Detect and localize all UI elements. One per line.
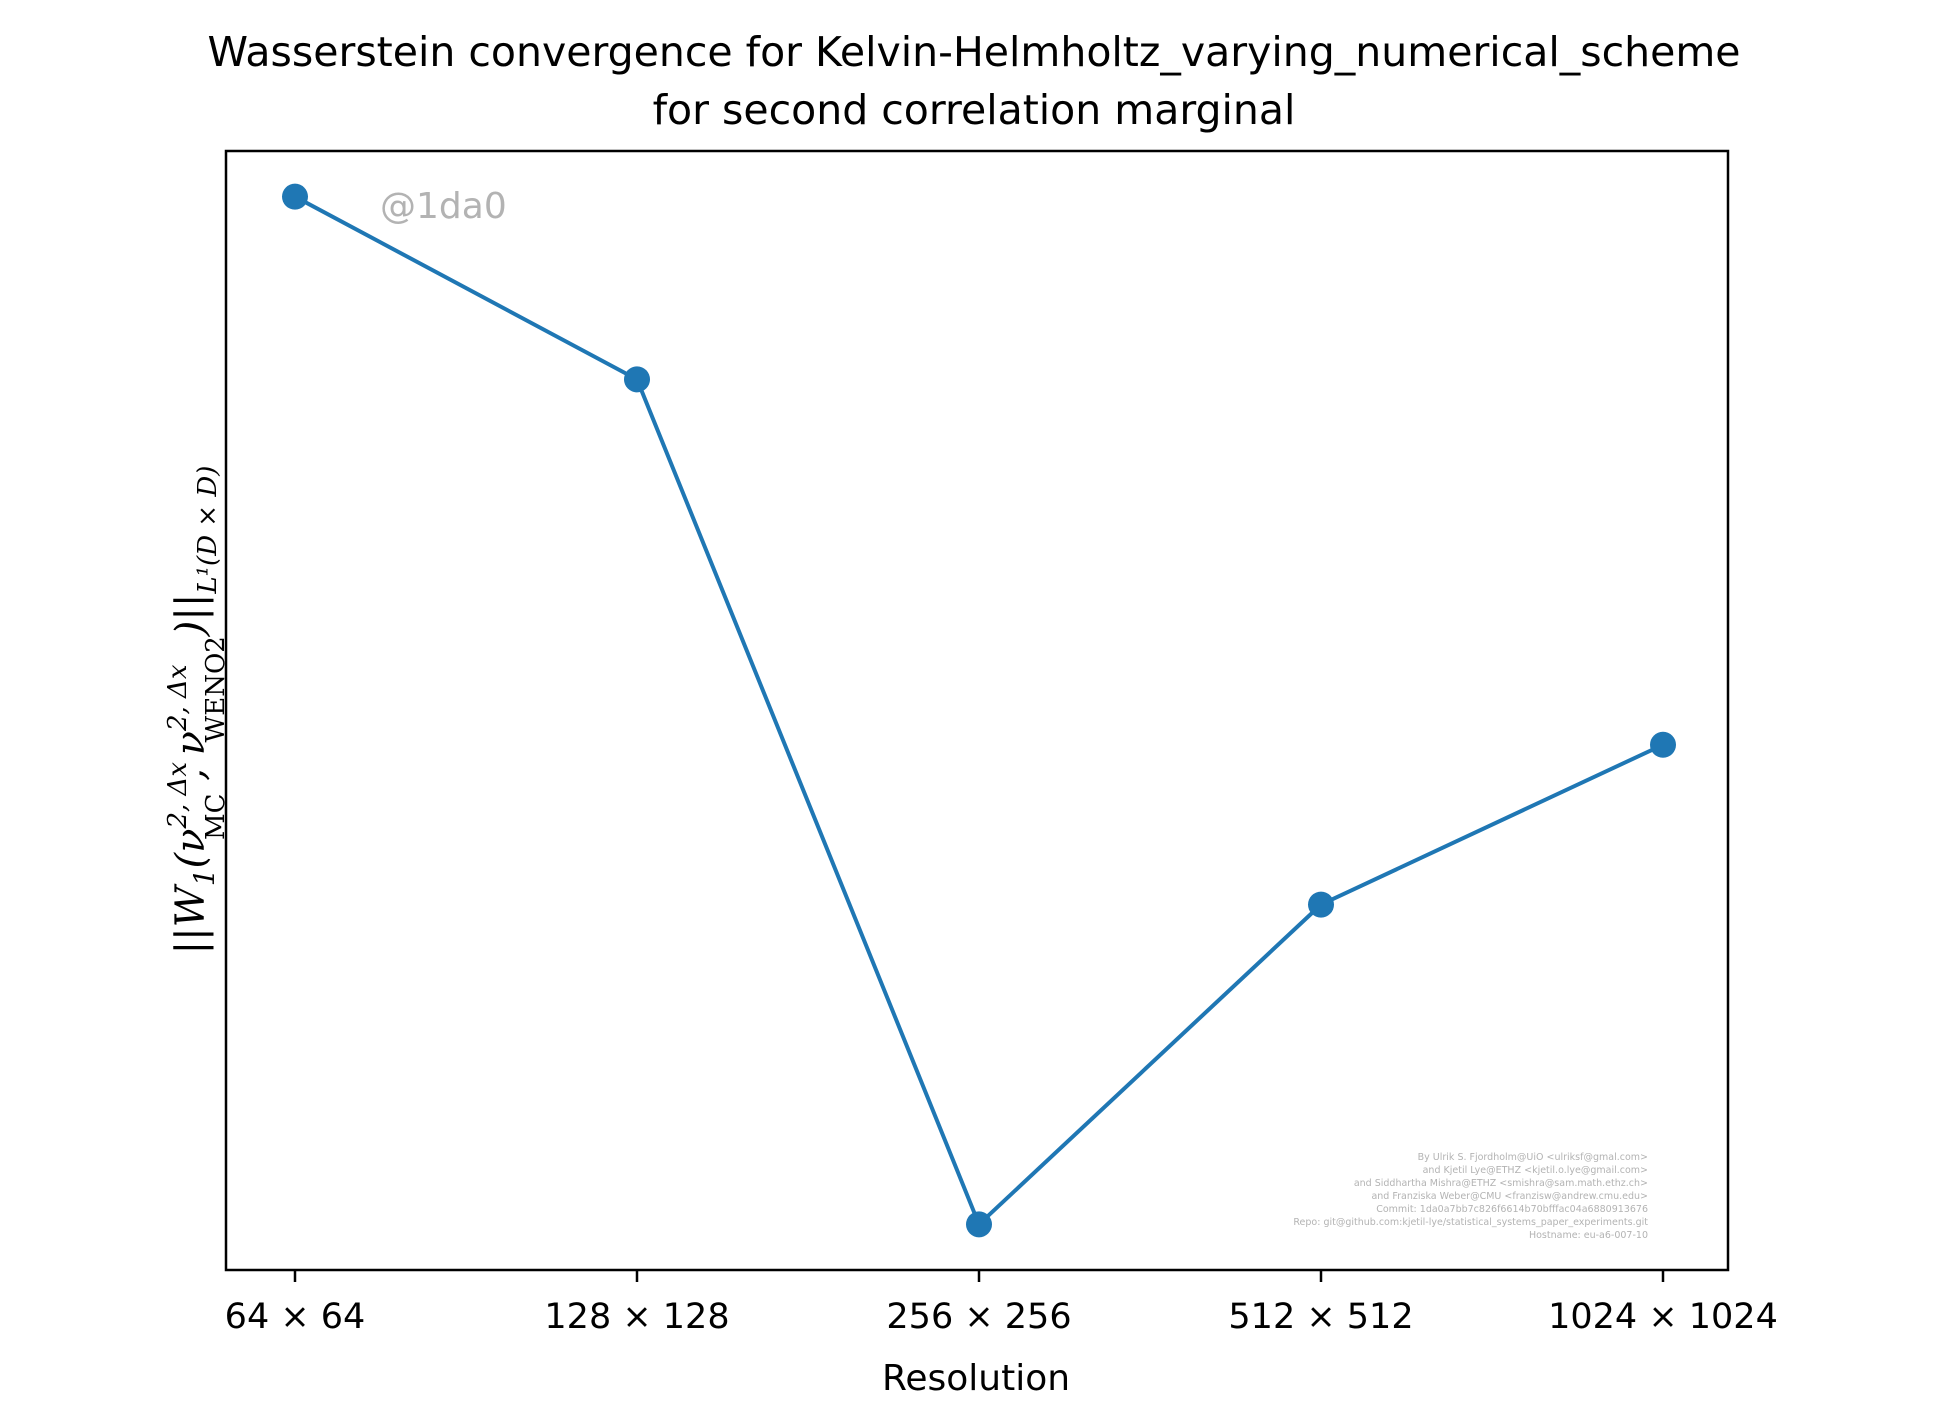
x-axis-ticks: 64 × 64 128 × 128 256 × 256 512 × 512 1024 ×… — [225, 1270, 1778, 1337]
chart-title-line-2: for second correlation marginal — [653, 86, 1296, 134]
x-tick-label: 256 × 256 — [886, 1297, 1071, 1337]
data-point — [966, 1211, 992, 1238]
data-point — [282, 183, 308, 210]
series-points — [282, 183, 1676, 1238]
credit-line: Hostname: eu-a6-007-10 — [1529, 1230, 1648, 1241]
chart-title-line-1: Wasserstein convergence for Kelvin-Helmh… — [207, 28, 1740, 76]
credit-line: Commit: 1da0a7bb7c826f6614b70bfffac04a68… — [1376, 1204, 1648, 1215]
credits-block: By Ulrik S. Fjordholm@UiO <ulriksf@gmal.… — [1293, 1152, 1648, 1241]
data-point — [1308, 891, 1334, 918]
plot-area — [224, 149, 1730, 1272]
data-point — [624, 366, 650, 393]
x-tick-label: 512 × 512 — [1228, 1297, 1413, 1337]
x-axis-label: Resolution — [882, 1358, 1070, 1399]
y-axis-label: ||W1(ν2, Δx MC , ν2, Δx WENO2)||L¹(D × D) — [163, 466, 231, 955]
credit-line: Repo: git@github.com:kjetil-lye/statisti… — [1293, 1217, 1648, 1228]
credit-line: and Kjetil Lye@ETHZ <kjetil.o.lye@gmail.… — [1423, 1165, 1648, 1176]
data-point — [1650, 731, 1676, 758]
credit-line: By Ulrik S. Fjordholm@UiO <ulriksf@gmal.… — [1418, 1152, 1648, 1163]
credit-line: and Franziska Weber@CMU <franzisw@andrew… — [1371, 1191, 1648, 1202]
x-tick-label: 1024 × 1024 — [1548, 1297, 1778, 1337]
x-tick-label: 64 × 64 — [225, 1297, 366, 1337]
watermark: @1da0 — [380, 186, 507, 227]
credit-line: and Siddhartha Mishra@ETHZ <smishra@sam.… — [1354, 1178, 1648, 1189]
x-tick-label: 128 × 128 — [544, 1297, 729, 1337]
